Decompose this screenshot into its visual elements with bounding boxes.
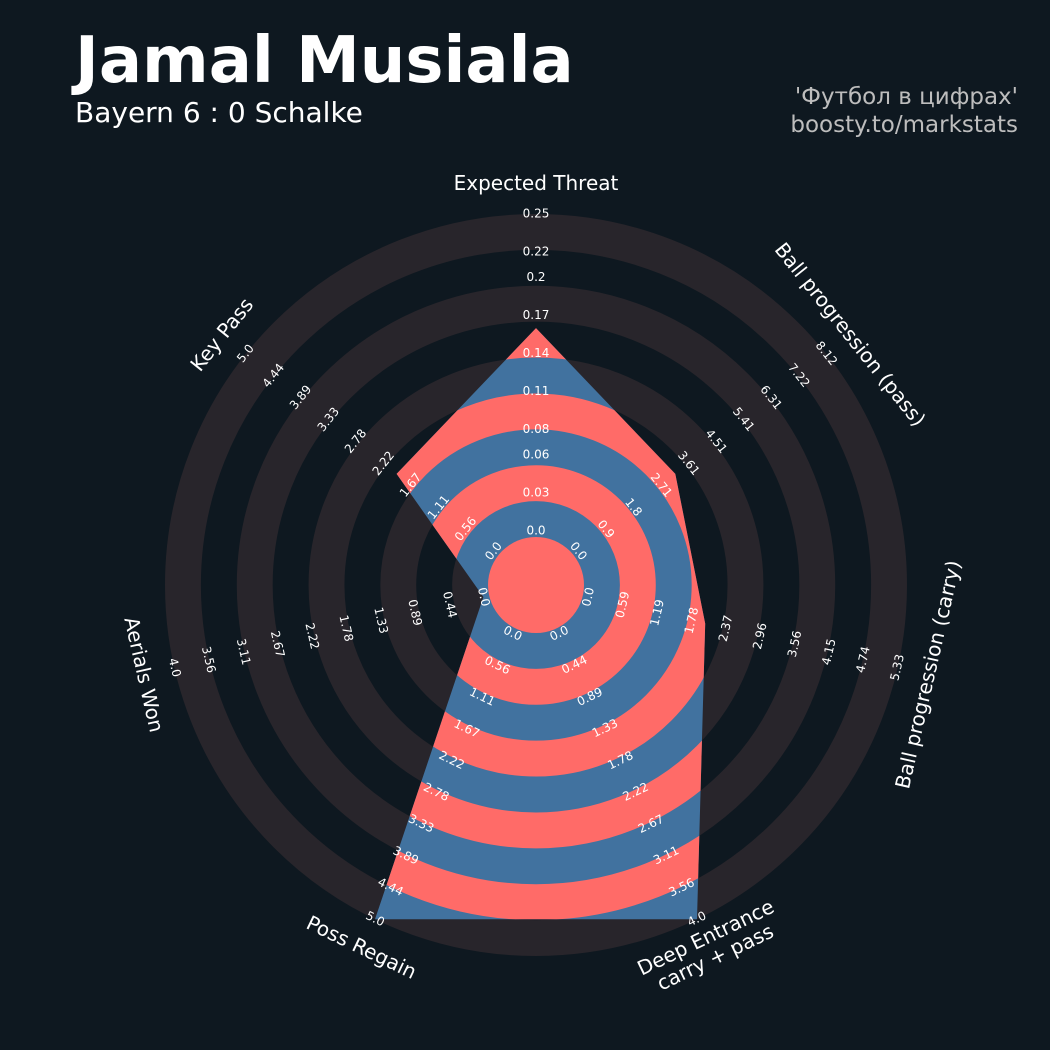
tick-label: 0.06 — [523, 447, 550, 461]
tick-label: 3.56 — [785, 629, 805, 658]
tick-label: 2.37 — [716, 614, 736, 643]
axis-label: Expected Threat — [454, 171, 619, 195]
tick-label: 1.19 — [647, 598, 667, 627]
radar-ring — [375, 328, 706, 920]
tick-label: 2.67 — [268, 629, 288, 658]
tick-label: 3.56 — [199, 645, 219, 674]
tick-label: 0.25 — [523, 207, 550, 221]
tick-label: 0.22 — [523, 245, 550, 259]
tick-label: 0.2 — [526, 270, 545, 284]
tick-label: 0.03 — [523, 486, 550, 500]
tick-label: 4.0 — [166, 657, 184, 679]
radar-ring — [375, 328, 706, 849]
tick-label: 0.08 — [523, 422, 550, 436]
chart-subtitle: Bayern 6 : 0 Schalke — [75, 96, 363, 129]
tick-label: 0.0 — [579, 586, 597, 608]
tick-label: 0.14 — [523, 346, 550, 360]
annotation: boosty.to/markstats — [790, 112, 1018, 138]
tick-label: 2.22 — [302, 622, 322, 651]
tick-label: 0.89 — [405, 598, 425, 627]
axis-label-line: Expected Threat — [454, 171, 619, 195]
tick-label: 0.44 — [440, 590, 460, 619]
center-circle — [488, 537, 584, 633]
annotation: 'Футбол в цифрах' — [795, 84, 1018, 110]
background-ring — [165, 214, 907, 956]
radar-ring — [375, 393, 706, 777]
tick-label: 4.74 — [853, 645, 873, 674]
tick-label: 0.11 — [523, 384, 550, 398]
tick-label: 5.33 — [887, 653, 907, 682]
tick-label: 4.15 — [819, 637, 839, 666]
tick-label: 2.96 — [750, 622, 770, 651]
chart-title: Jamal Musiala — [71, 24, 574, 98]
tick-label: 0.0 — [526, 524, 545, 538]
tick-label: 3.11 — [234, 637, 254, 666]
tick-label: 1.78 — [682, 606, 702, 635]
tick-label: 1.78 — [336, 614, 356, 643]
tick-label: 0.17 — [523, 308, 550, 322]
tick-label: 0.0 — [475, 586, 493, 608]
tick-label: 0.59 — [613, 590, 633, 619]
tick-label: 1.33 — [371, 606, 391, 635]
